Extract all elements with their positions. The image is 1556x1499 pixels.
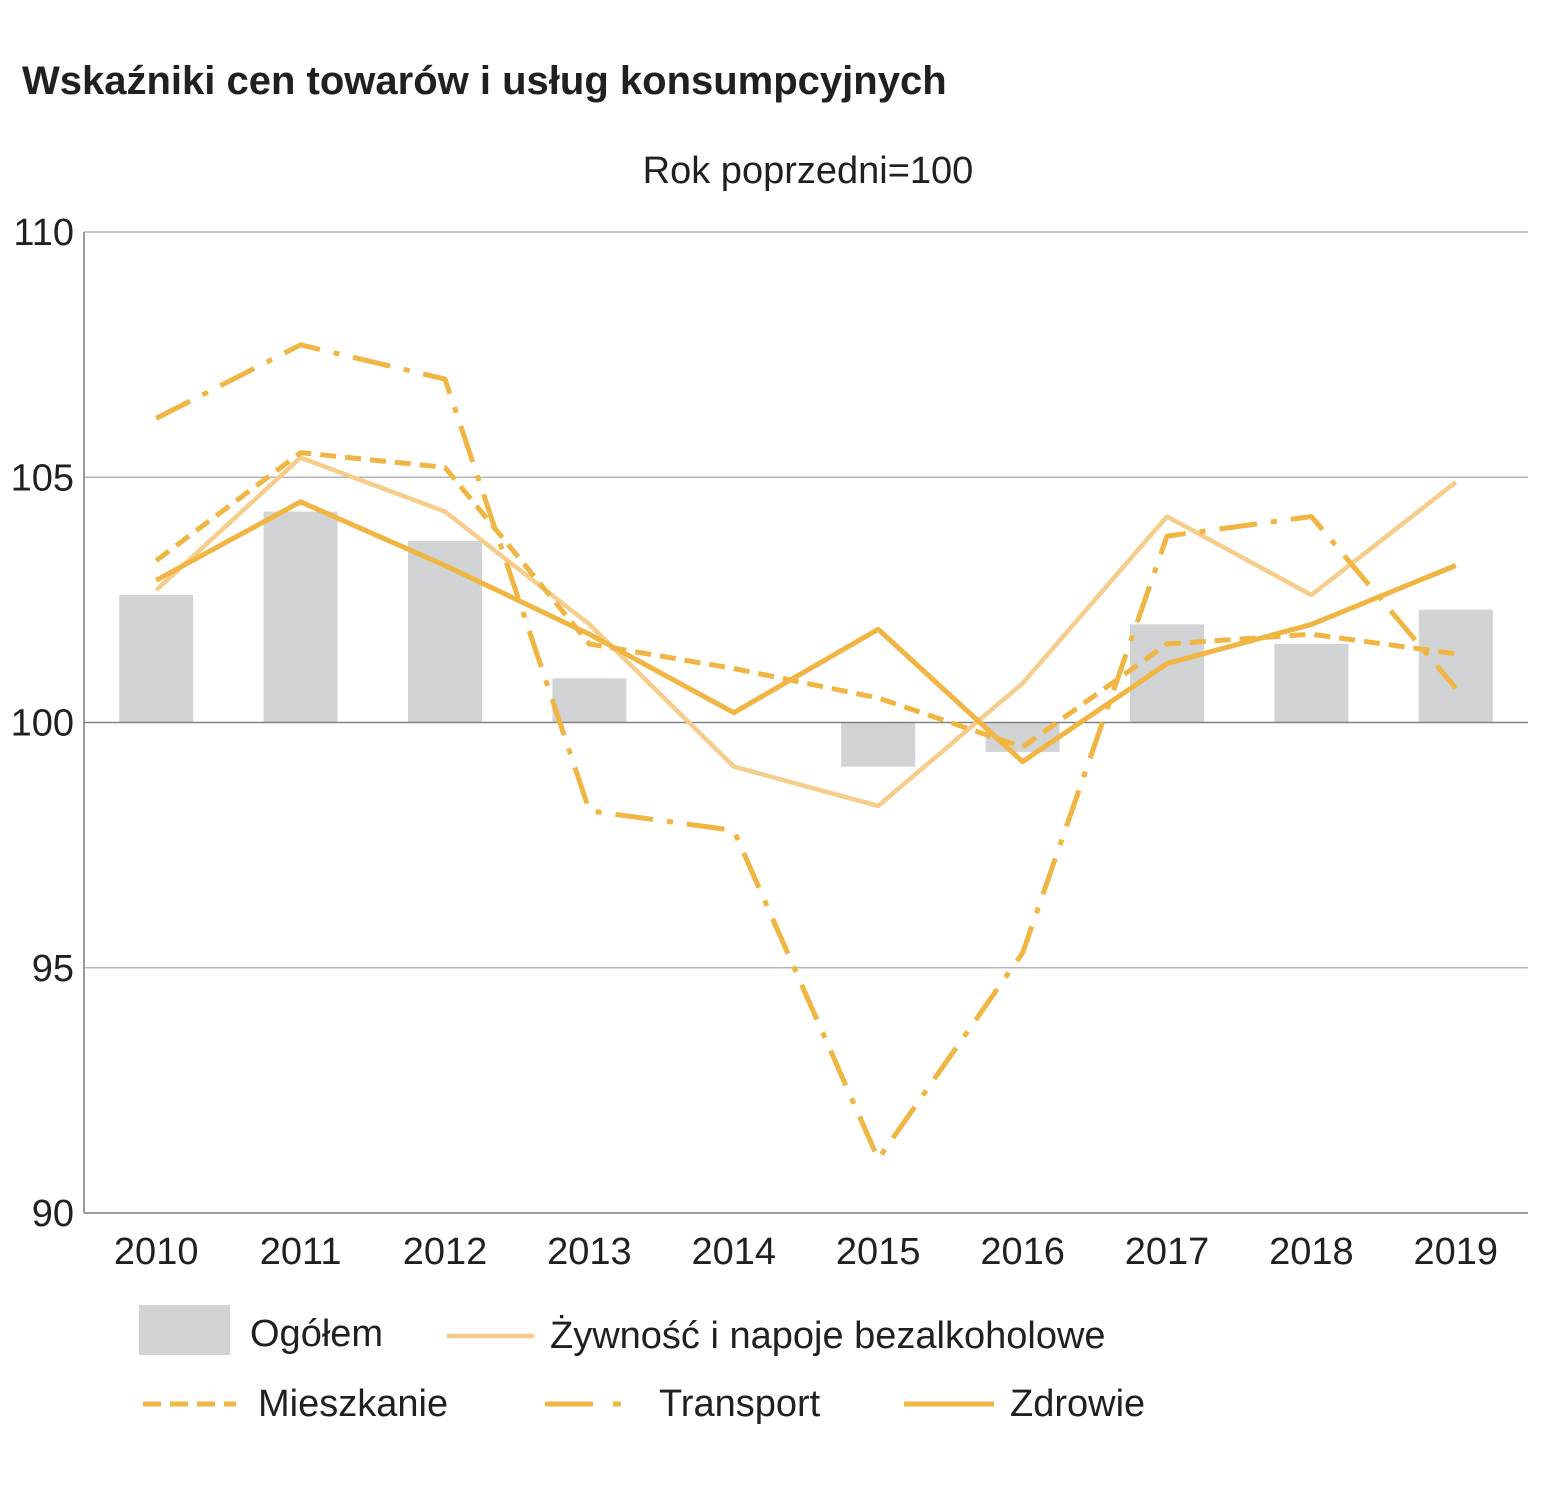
legend-swatch-ogolem	[139, 1305, 230, 1355]
legend-label-zdrowie: Zdrowie	[1010, 1383, 1145, 1425]
x-tick-label: 2016	[980, 1231, 1065, 1273]
series-lines	[156, 345, 1456, 1159]
bar-ogolem-2018	[1274, 644, 1348, 722]
series-line-mieszkanie	[156, 453, 1456, 747]
x-tick-label: 2012	[403, 1231, 488, 1273]
bars-ogolem	[119, 512, 1493, 767]
axis-layer	[84, 232, 1528, 1213]
x-tick-label: 2018	[1269, 1231, 1354, 1273]
y-tick-label: 95	[32, 948, 74, 990]
series-line-transport	[156, 345, 1456, 1159]
x-tick-label: 2017	[1125, 1231, 1210, 1273]
x-axis-ticks: 2010 2011 2012 2013 2014 2015 2016 2017 2018 2019	[114, 1231, 1498, 1273]
bar-ogolem-2017	[1130, 624, 1204, 722]
y-tick-label: 100	[11, 703, 74, 745]
x-tick-label: 2014	[692, 1231, 777, 1273]
legend-label-ogolem: Ogółem	[250, 1313, 383, 1355]
x-tick-label: 2015	[836, 1231, 921, 1273]
y-tick-label: 90	[32, 1193, 74, 1235]
bar-ogolem-2011	[264, 512, 338, 723]
chart-title: Wskaźniki cen towarów i usług konsumpcyj…	[22, 59, 947, 103]
bar-ogolem-2010	[119, 595, 193, 723]
legend-label-transport: Transport	[659, 1383, 821, 1425]
x-tick-label: 2013	[547, 1231, 632, 1273]
y-tick-label: 105	[11, 457, 74, 499]
x-tick-label: 2019	[1414, 1231, 1499, 1273]
legend-label-mieszkanie: Mieszkanie	[258, 1383, 448, 1425]
x-tick-label: 2011	[260, 1231, 342, 1273]
legend: Ogółem Żywność i napoje bezalkoholowe Mies…	[139, 1305, 1145, 1425]
chart-subtitle: Rok poprzedni=100	[643, 150, 974, 192]
y-axis-ticks: 90 95 100 105 110	[11, 212, 74, 1235]
bar-ogolem-2019	[1419, 610, 1493, 723]
series-line-ywno-i-napoje-bezalkoholowe	[156, 458, 1456, 806]
bar-ogolem-2013	[552, 678, 626, 722]
legend-label-ywno-i-napoje-bezalkoholowe: Żywność i napoje bezalkoholowe	[550, 1314, 1106, 1357]
y-tick-label: 110	[13, 212, 74, 254]
x-tick-label: 2010	[114, 1231, 199, 1273]
bar-ogolem-2015	[841, 723, 915, 767]
